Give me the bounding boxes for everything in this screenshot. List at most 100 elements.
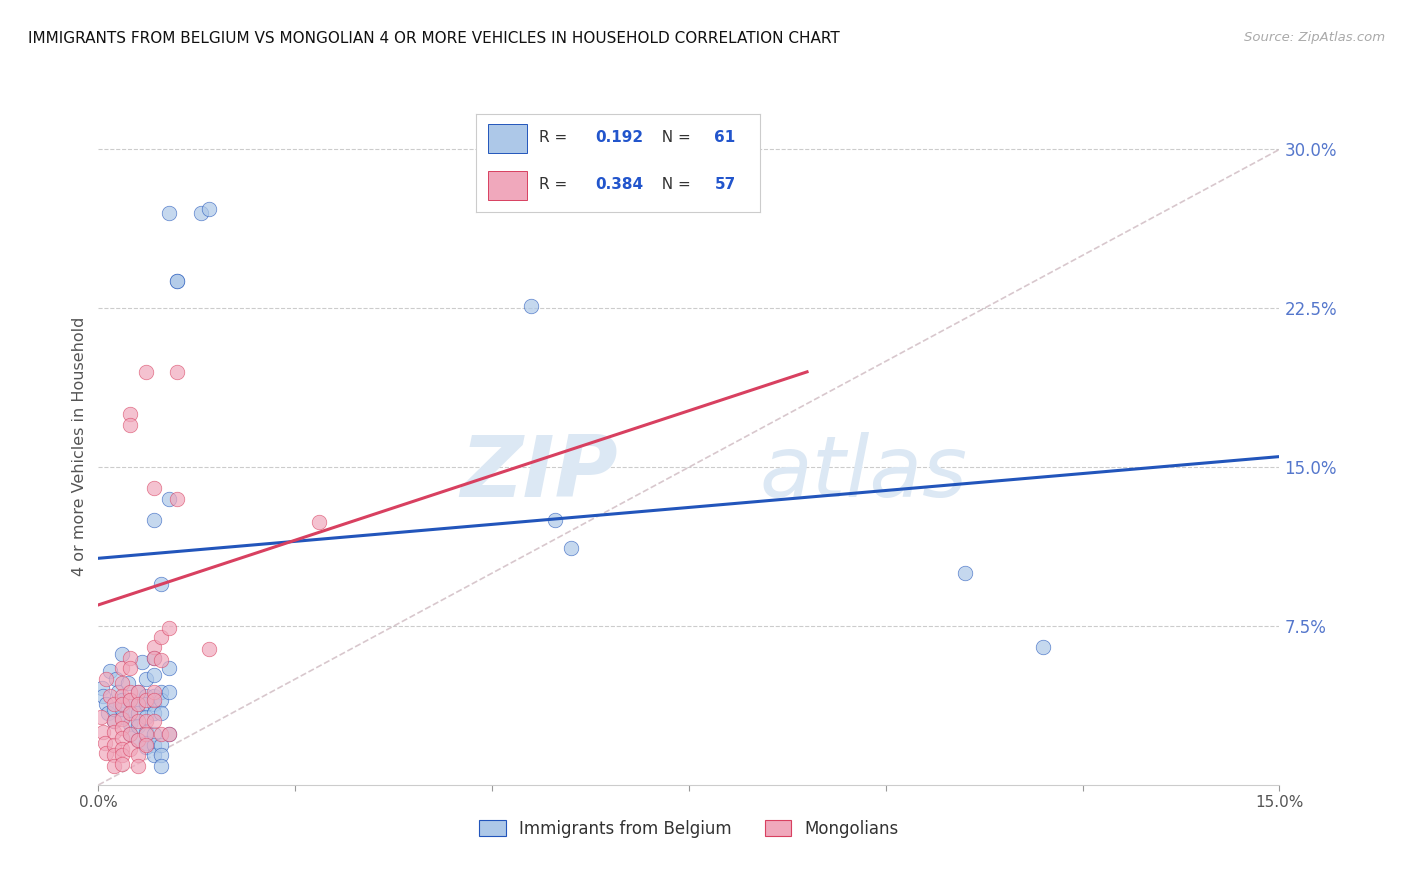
- Point: [142, 513, 165, 527]
- Point: [127, 685, 149, 699]
- Point: [135, 739, 157, 754]
- Point: [142, 693, 165, 707]
- Point: [166, 491, 188, 506]
- Point: [96, 698, 118, 712]
- Point: [142, 748, 165, 763]
- Point: [135, 735, 157, 749]
- Point: [135, 672, 157, 686]
- Point: [107, 685, 129, 699]
- Point: [544, 513, 567, 527]
- Point: [127, 759, 149, 773]
- Point: [142, 714, 165, 729]
- Point: [135, 738, 157, 752]
- Point: [118, 417, 141, 432]
- Point: [97, 706, 120, 720]
- Point: [142, 738, 165, 752]
- Point: [135, 698, 157, 712]
- Point: [150, 653, 173, 667]
- Point: [166, 274, 188, 288]
- Point: [96, 672, 118, 686]
- Point: [111, 731, 134, 746]
- Point: [111, 742, 134, 756]
- Point: [118, 706, 141, 720]
- Point: [1032, 640, 1054, 655]
- Point: [135, 714, 157, 729]
- Point: [127, 733, 149, 747]
- Point: [127, 698, 149, 712]
- Point: [953, 566, 976, 581]
- Point: [142, 651, 165, 665]
- Point: [197, 642, 219, 657]
- Point: [127, 733, 149, 747]
- Point: [142, 698, 165, 712]
- Point: [127, 719, 149, 733]
- Point: [150, 759, 173, 773]
- Point: [308, 515, 330, 529]
- Point: [142, 685, 165, 699]
- Point: [127, 685, 149, 699]
- Point: [103, 714, 125, 729]
- Point: [135, 365, 157, 379]
- Point: [118, 407, 141, 421]
- Point: [150, 748, 173, 763]
- Point: [150, 630, 173, 644]
- Text: Source: ZipAtlas.com: Source: ZipAtlas.com: [1244, 31, 1385, 45]
- Point: [166, 274, 188, 288]
- Point: [197, 202, 219, 216]
- Point: [135, 689, 157, 703]
- Point: [150, 727, 173, 741]
- Point: [118, 693, 141, 707]
- Point: [98, 664, 121, 678]
- Point: [111, 756, 134, 771]
- Point: [104, 672, 127, 686]
- Point: [111, 676, 134, 690]
- Point: [135, 727, 157, 741]
- Point: [117, 676, 139, 690]
- Point: [111, 721, 134, 735]
- Point: [142, 667, 165, 681]
- Point: [166, 365, 188, 379]
- Point: [91, 725, 114, 739]
- Point: [135, 725, 157, 739]
- Point: [103, 698, 125, 712]
- Point: [135, 693, 157, 707]
- Point: [103, 714, 125, 729]
- Point: [118, 706, 141, 720]
- Point: [142, 482, 165, 496]
- Point: [150, 693, 173, 707]
- Point: [111, 712, 134, 726]
- Point: [90, 681, 112, 695]
- Point: [150, 738, 173, 752]
- Legend: Immigrants from Belgium, Mongolians: Immigrants from Belgium, Mongolians: [472, 814, 905, 845]
- Point: [157, 206, 180, 220]
- Point: [111, 701, 134, 715]
- Point: [127, 706, 149, 720]
- Point: [103, 738, 125, 752]
- Point: [90, 710, 112, 724]
- Point: [118, 727, 141, 741]
- Point: [111, 661, 134, 675]
- Point: [157, 621, 180, 635]
- Point: [190, 206, 212, 220]
- Point: [103, 748, 125, 763]
- Point: [157, 727, 180, 741]
- Point: [93, 735, 115, 749]
- Point: [157, 491, 180, 506]
- Point: [142, 706, 165, 720]
- Point: [96, 746, 118, 760]
- Point: [131, 655, 153, 669]
- Point: [103, 725, 125, 739]
- Point: [91, 689, 114, 703]
- Point: [127, 748, 149, 763]
- Point: [520, 299, 543, 313]
- Point: [150, 685, 173, 699]
- Point: [118, 693, 141, 707]
- Point: [118, 651, 141, 665]
- Point: [111, 710, 134, 724]
- Point: [118, 742, 141, 756]
- Text: ZIP: ZIP: [460, 432, 619, 515]
- Point: [118, 716, 141, 731]
- Point: [111, 693, 134, 707]
- Point: [560, 541, 582, 555]
- Point: [111, 748, 134, 763]
